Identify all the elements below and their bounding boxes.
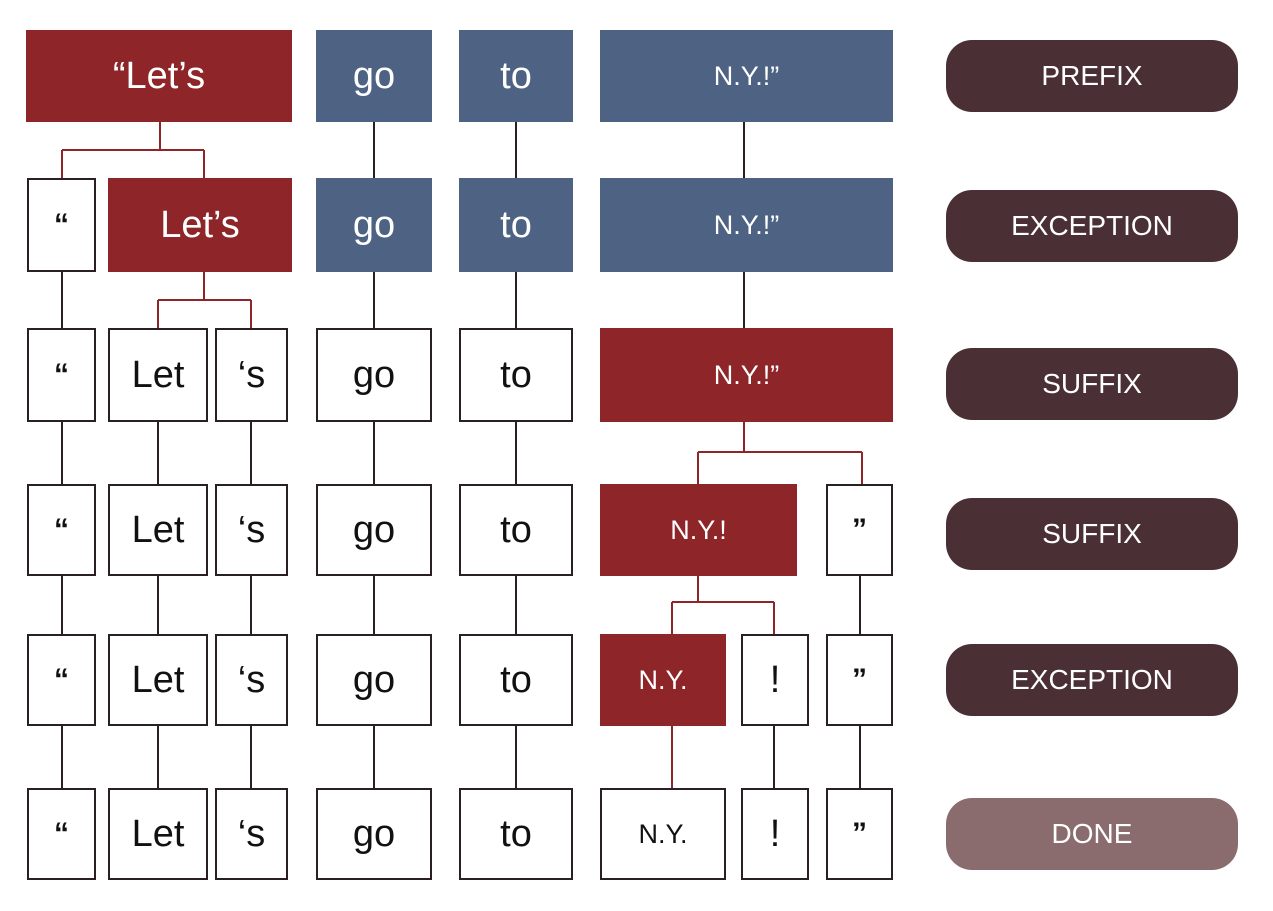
token-go: go: [316, 328, 432, 422]
token-let: Let: [108, 484, 208, 576]
stage-label-prefix: PREFIX: [946, 40, 1238, 112]
token-ny-bang-quote: N.Y.!”: [600, 328, 893, 422]
split-connector-suffix-1: [697, 422, 863, 484]
token-lets: Let’s: [108, 178, 292, 272]
token-apostrophe-s: ‘s: [215, 634, 288, 726]
token-to: to: [459, 178, 573, 272]
token-ny-bang: N.Y.!: [600, 484, 797, 576]
token-bang: !: [741, 788, 809, 880]
token-bang: !: [741, 634, 809, 726]
token-go: go: [316, 30, 432, 122]
token-close-quote: ”: [826, 788, 893, 880]
token-ny: N.Y.: [600, 788, 726, 880]
stage-label-done: DONE: [946, 798, 1238, 870]
split-connector-exception: [157, 272, 252, 328]
token-open-quote: “: [27, 328, 96, 422]
token-open-quote: “: [27, 178, 96, 272]
token-to: to: [459, 634, 573, 726]
split-connector-prefix: [61, 122, 205, 178]
token-close-quote: ”: [826, 484, 893, 576]
token-let: Let: [108, 634, 208, 726]
token-open-quote: “: [27, 484, 96, 576]
token-ny-bang-quote: N.Y.!”: [600, 178, 893, 272]
stage-label-suffix: SUFFIX: [946, 348, 1238, 420]
token-go: go: [316, 788, 432, 880]
token-to: to: [459, 328, 573, 422]
token-ny: N.Y.: [600, 634, 726, 726]
stage-label-exception: EXCEPTION: [946, 644, 1238, 716]
token-quote-lets: “Let’s: [26, 30, 292, 122]
token-open-quote: “: [27, 788, 96, 880]
token-apostrophe-s: ‘s: [215, 788, 288, 880]
split-connector-suffix-2: [671, 576, 775, 634]
token-to: to: [459, 30, 573, 122]
stage-label-exception: EXCEPTION: [946, 190, 1238, 262]
token-close-quote: ”: [826, 634, 893, 726]
token-go: go: [316, 178, 432, 272]
token-go: go: [316, 484, 432, 576]
token-ny-bang-quote: N.Y.!”: [600, 30, 893, 122]
token-to: to: [459, 788, 573, 880]
token-let: Let: [108, 328, 208, 422]
token-go: go: [316, 634, 432, 726]
token-apostrophe-s: ‘s: [215, 328, 288, 422]
token-apostrophe-s: ‘s: [215, 484, 288, 576]
token-to: to: [459, 484, 573, 576]
token-let: Let: [108, 788, 208, 880]
token-open-quote: “: [27, 634, 96, 726]
stage-label-suffix: SUFFIX: [946, 498, 1238, 570]
